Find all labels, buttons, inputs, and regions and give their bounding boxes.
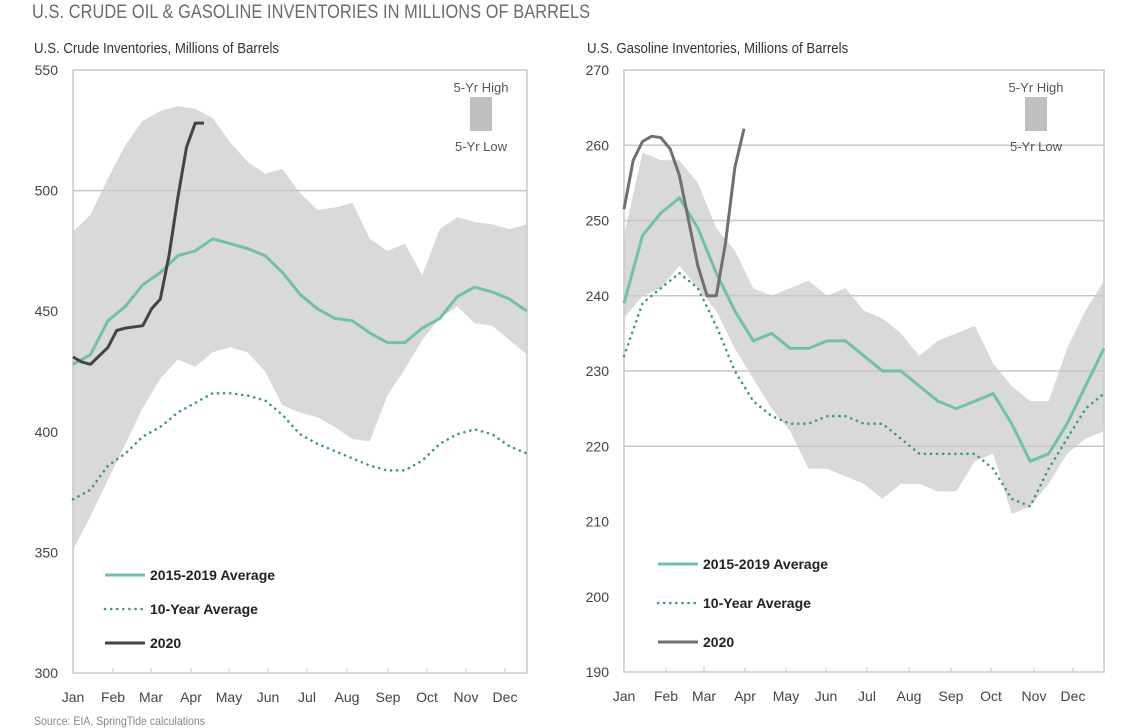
crude-legend-label: 2020 (150, 635, 181, 651)
gasoline-x-tick-label: Feb (654, 688, 678, 704)
gasoline-y-tick-label: 190 (586, 664, 610, 680)
crude-chart: 300 350 400 450 500 550 Jan Feb Mar Apr May Jun Jul A… (35, 62, 529, 705)
gasoline-y-tick-label: 230 (586, 363, 610, 379)
gasoline-avg-10-year-line (622, 271, 1106, 508)
crude-x-tick-label: Dec (493, 689, 518, 705)
gasoline-x-tick-label: May (773, 688, 799, 704)
crude-chart-title: U.S. Crude Inventories, Millions of Barr… (34, 40, 280, 57)
crude-y-tick-label: 450 (35, 303, 59, 319)
crude-x-tick-label: May (216, 689, 242, 705)
gasoline-y-tick-label: 200 (586, 589, 610, 605)
crude-legend: 2015-2019 Average 10-Year Average 2020 (103, 567, 275, 651)
gasoline-chart-title: U.S. Gasoline Inventories, Millions of B… (587, 40, 849, 57)
gasoline-x-tick-label: Mar (692, 688, 716, 704)
crude-y-tick-label: 400 (35, 424, 59, 440)
crude-legend-label: 2015-2019 Average (150, 567, 275, 583)
crude-x-tick-label: Feb (101, 689, 125, 705)
gasoline-y-tick-label: 240 (586, 288, 610, 304)
crude-band-legend-high: 5-Yr High (454, 80, 509, 95)
crude-x-tick-label: Mar (139, 689, 163, 705)
crude-x-tick-label: Jun (257, 689, 280, 705)
crude-x-tick-label: Sep (376, 689, 401, 705)
gasoline-x-tick-label: Jan (613, 688, 636, 704)
crude-band-legend: 5-Yr High 5-Yr Low (454, 80, 509, 154)
gasoline-chart: 190 200 210 220 230 240 250 260 270 Jan Feb Mar Apr M… (586, 62, 1106, 704)
gasoline-y-tick-label: 220 (586, 438, 610, 454)
gasoline-y-tick-label: 260 (586, 137, 610, 153)
gasoline-y-tick-label: 210 (586, 514, 610, 530)
gasoline-x-tick-label: Aug (897, 688, 922, 704)
crude-band-legend-low: 5-Yr Low (455, 139, 508, 154)
gasoline-x-tick-label: Oct (980, 688, 1002, 704)
source-note: Source: EIA, SpringTide calculations (34, 714, 206, 728)
gasoline-band-legend-high: 5-Yr High (1009, 80, 1064, 95)
crude-legend-label: 10-Year Average (150, 601, 258, 617)
crude-x-tick-label: Apr (180, 689, 202, 705)
crude-5yr-range-band (73, 106, 527, 550)
gasoline-x-tick-label: Jun (815, 688, 838, 704)
gasoline-x-tick-label: Dec (1061, 688, 1086, 704)
crude-y-tick-label: 350 (35, 544, 59, 560)
crude-y-tick-label: 300 (35, 665, 59, 681)
gasoline-plot-frame (623, 69, 1105, 673)
crude-line-2020 (72, 121, 204, 366)
crude-x-tick-label: Jul (298, 689, 316, 705)
gasoline-x-tick-label: Nov (1022, 688, 1047, 704)
crude-avg-2015-2019-line (72, 237, 528, 366)
main-title: U.S. CRUDE OIL & GASOLINE INVENTORIES IN… (32, 2, 591, 23)
crude-plot-frame (72, 69, 528, 674)
crude-x-tick-label: Nov (454, 689, 479, 705)
crude-x-tick-label: Jan (62, 689, 85, 705)
gasoline-x-tick-label: Sep (939, 688, 964, 704)
crude-x-tick-label: Oct (416, 689, 438, 705)
crude-band-legend-swatch (470, 97, 492, 131)
gasoline-band-legend-low: 5-Yr Low (1010, 139, 1063, 154)
gasoline-y-tick-label: 250 (586, 213, 610, 229)
gasoline-5yr-range-band (624, 152, 1104, 515)
crude-avg-10-year-line (71, 391, 529, 501)
gasoline-avg-2015-2019-line (622, 196, 1106, 463)
gasoline-band-legend-swatch (1025, 97, 1047, 131)
gasoline-y-tick-label: 270 (586, 62, 610, 78)
gasoline-legend-label: 2020 (703, 634, 734, 650)
crude-y-tick-label: 550 (35, 62, 59, 78)
gasoline-band-legend: 5-Yr High 5-Yr Low (1009, 80, 1064, 154)
gasoline-legend-label: 10-Year Average (703, 595, 811, 611)
gasoline-legend-label: 2015-2019 Average (703, 556, 828, 572)
crude-y-tick-label: 500 (35, 183, 59, 199)
gasoline-x-tick-label: Jul (858, 688, 876, 704)
gasoline-line-2020 (622, 128, 746, 298)
gasoline-x-tick-label: Apr (734, 688, 756, 704)
crude-x-tick-label: Aug (335, 689, 360, 705)
gasoline-legend: 2015-2019 Average 10-Year Average 2020 (656, 556, 828, 650)
